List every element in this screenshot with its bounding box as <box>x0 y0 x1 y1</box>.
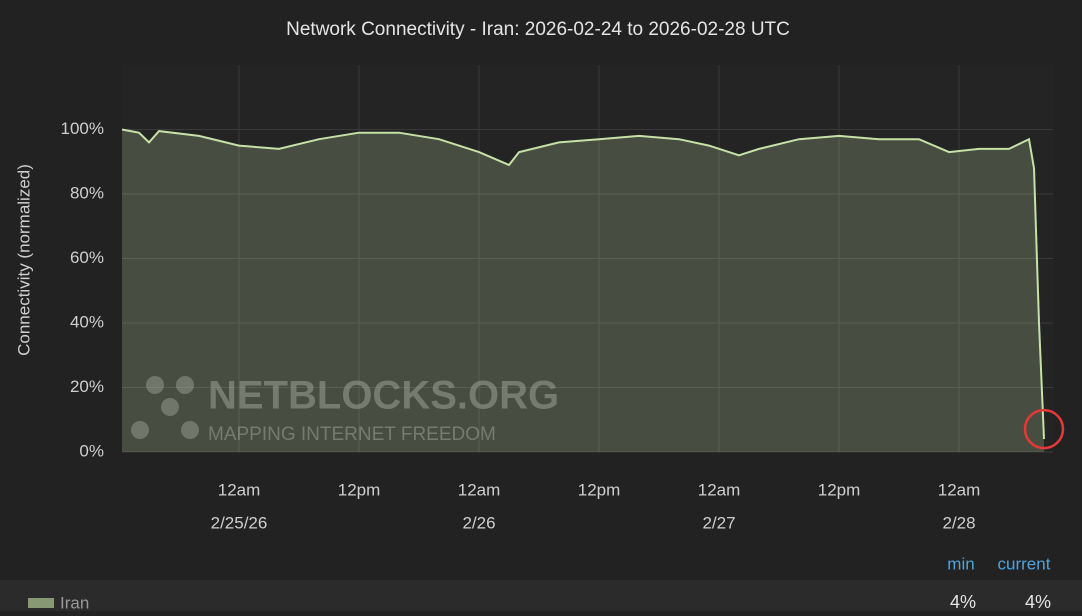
watermark-text: NETBLOCKS.ORG <box>208 374 559 418</box>
y-tick-label: 0% <box>79 441 104 460</box>
x-tick-label: 12am <box>938 480 981 499</box>
x-tick-label: 12am <box>458 480 501 499</box>
legend-row <box>0 580 1082 611</box>
x-tick-label: 12pm <box>818 480 861 499</box>
line <box>121 128 1045 440</box>
stats-header: min <box>947 554 974 573</box>
legend-label: Iran <box>60 593 89 611</box>
watermark-dot <box>161 398 179 416</box>
area <box>122 129 1044 452</box>
watermark-dot <box>176 376 194 394</box>
x-tick-date: 2/26 <box>462 513 495 532</box>
x-tick-label: 12pm <box>578 480 621 499</box>
y-tick-label: 100% <box>61 119 104 138</box>
y-axis-title: Connectivity (normalized) <box>14 164 33 356</box>
stats-value: 4% <box>1025 592 1051 611</box>
x-tick-label: 12am <box>698 480 741 499</box>
y-tick-label: 20% <box>70 377 104 396</box>
y-tick-label: 60% <box>70 248 104 267</box>
stats-value: 4% <box>950 592 976 611</box>
watermark-dot <box>146 376 164 394</box>
chart-title: Network Connectivity - Iran: 2026-02-24 … <box>286 19 790 40</box>
x-tick-date: 2/25/26 <box>211 513 268 532</box>
x-tick-label: 12pm <box>338 480 381 499</box>
x-tick-label: 12am <box>218 480 261 499</box>
y-tick-label: 40% <box>70 312 104 331</box>
stats-header: current <box>998 554 1051 573</box>
watermark-dot <box>131 421 149 439</box>
y-tick-label: 80% <box>70 183 104 202</box>
highlight-circle <box>1023 408 1065 450</box>
legend-swatch <box>28 598 54 608</box>
x-tick-date: 2/27 <box>702 513 735 532</box>
watermark-tagline: MAPPING INTERNET FREEDOM <box>208 424 496 445</box>
watermark <box>131 376 199 439</box>
watermark-dot <box>181 421 199 439</box>
x-tick-date: 2/28 <box>942 513 975 532</box>
